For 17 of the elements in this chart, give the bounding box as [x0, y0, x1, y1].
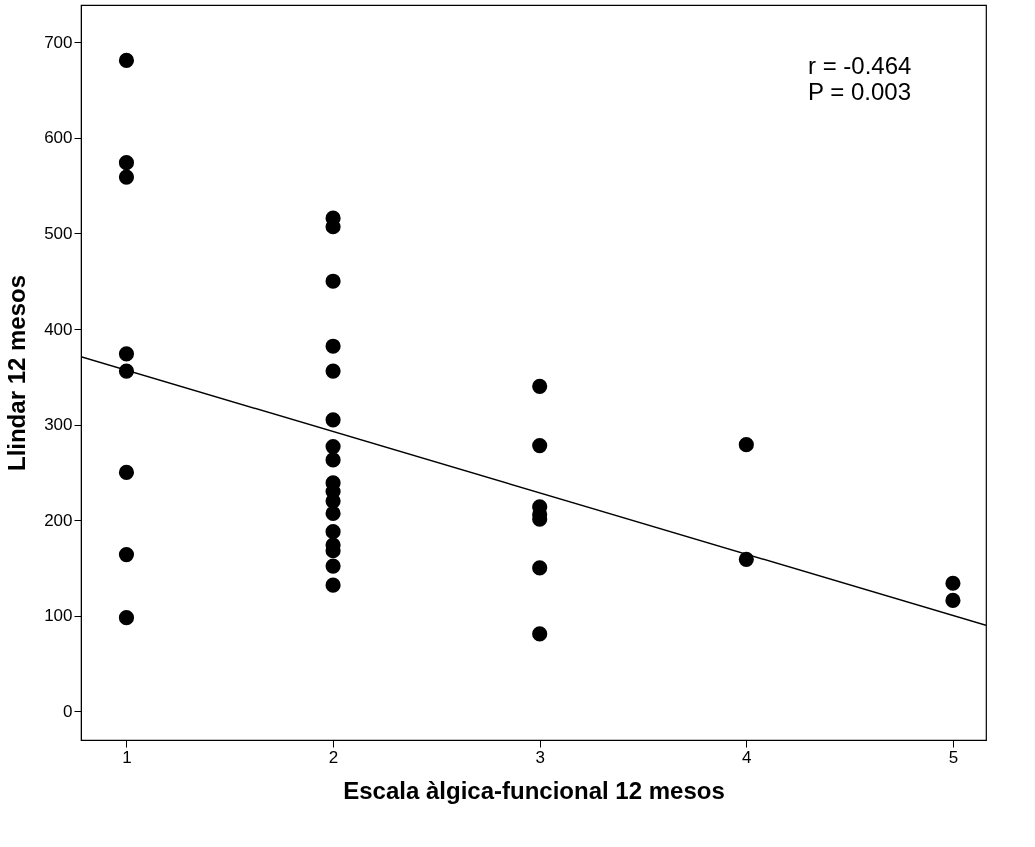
- y-tick-label: 500: [44, 223, 73, 243]
- y-tick-label: 300: [44, 415, 73, 435]
- x-tick-label: 3: [535, 747, 545, 767]
- x-tick-label: 1: [122, 747, 132, 767]
- y-tick-label: 0: [63, 701, 73, 721]
- x-axis-title: Escala àlgica-funcional 12 mesos: [343, 776, 725, 804]
- annotation: r = -0.464: [808, 52, 912, 79]
- y-tick-label: 600: [44, 128, 73, 148]
- y-axis-title: Llindar 12 mesos: [3, 274, 31, 472]
- y-tick-label: 200: [44, 510, 73, 530]
- y-tick-label: 400: [44, 319, 73, 339]
- y-tick-label: 100: [44, 606, 73, 626]
- x-tick-label: 2: [328, 747, 339, 767]
- annotation: P = 0.003: [808, 78, 911, 105]
- x-tick-label: 4: [742, 747, 752, 767]
- y-tick-label: 700: [44, 32, 73, 52]
- x-tick-label: 5: [948, 747, 959, 767]
